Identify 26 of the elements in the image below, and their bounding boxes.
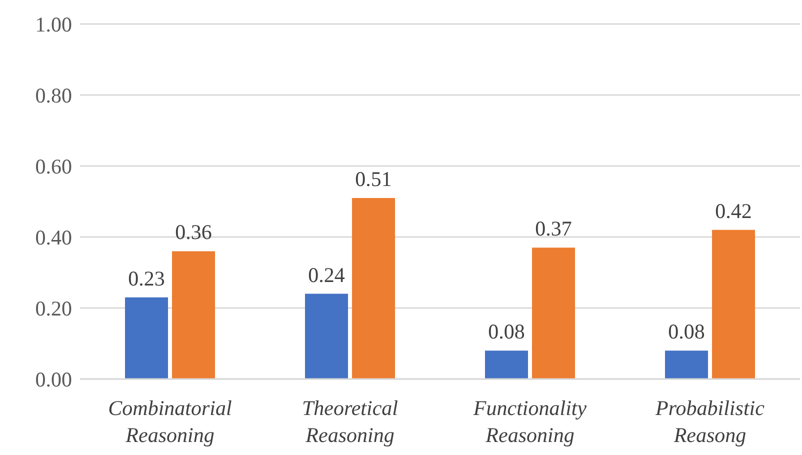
bar (712, 230, 755, 379)
y-tick-label: 1.00 (35, 12, 72, 36)
bar (305, 294, 348, 379)
y-tick-label: 0.20 (35, 296, 72, 320)
x-tick-label: Combinatorial Reasoning (108, 396, 232, 447)
y-tick-label: 0.80 (35, 83, 72, 108)
data-label: 0.08 (668, 320, 705, 344)
bar (172, 251, 215, 379)
x-tick-label: Theoretical Reasoning (302, 396, 398, 447)
y-tick-label: 0.00 (35, 367, 72, 392)
bar (352, 198, 395, 379)
x-tick-label: Probabilistic Reasong (654, 396, 766, 447)
y-tick-label: 0.60 (35, 154, 72, 178)
data-label: 0.37 (535, 216, 572, 241)
bar (125, 297, 168, 379)
data-label: 0.23 (128, 266, 165, 290)
x-tick-label: Functionality Reasoning (472, 396, 588, 447)
bar (485, 350, 528, 379)
data-label: 0.36 (175, 220, 212, 244)
data-label: 0.08 (488, 320, 525, 344)
data-label: 0.51 (355, 166, 392, 191)
bar (665, 350, 708, 379)
bar (532, 248, 575, 379)
data-label: 0.42 (715, 198, 752, 223)
y-tick-label: 0.40 (35, 225, 72, 250)
data-label: 0.24 (308, 262, 346, 287)
